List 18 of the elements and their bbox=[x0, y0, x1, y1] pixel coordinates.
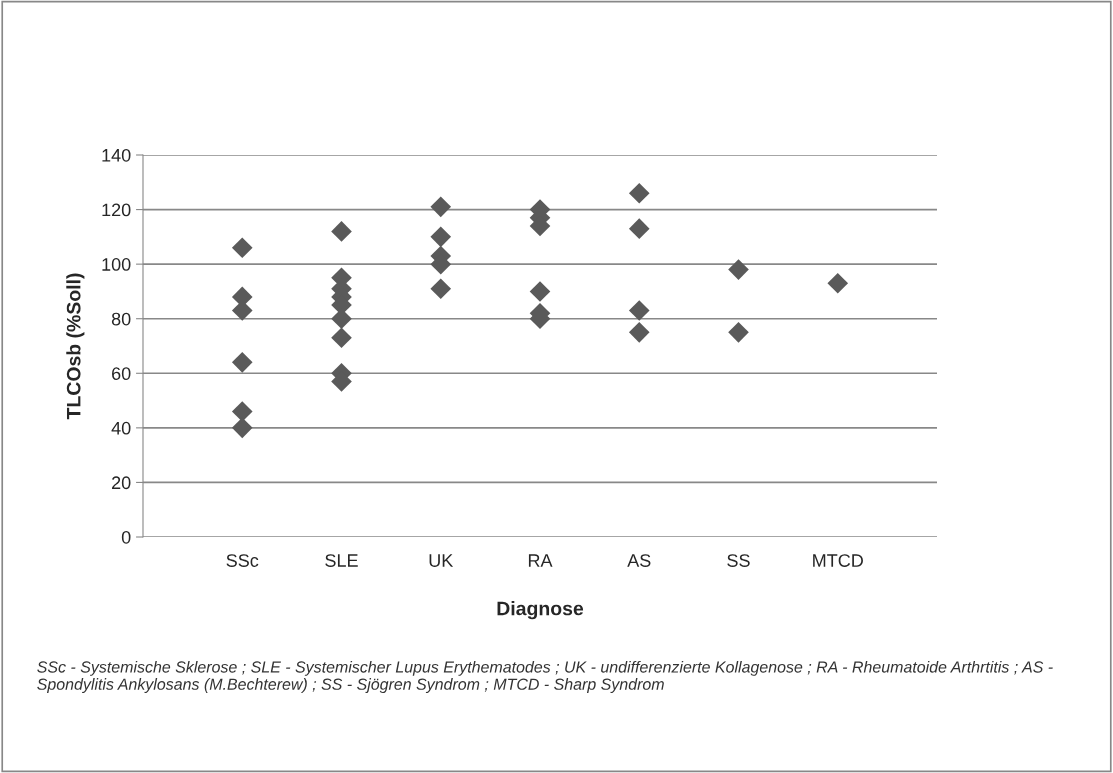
x-tick-label: MTCD bbox=[813, 554, 863, 567]
y-axis-title: TLCOsb (%Soll) bbox=[66, 273, 85, 420]
x-tick-label: AS bbox=[627, 554, 651, 567]
x-tick-label: SSc bbox=[226, 554, 259, 567]
y-tick-label: 60 bbox=[112, 367, 131, 381]
y-tick-label: 80 bbox=[111, 312, 131, 326]
x-tick-label: UK bbox=[429, 554, 454, 567]
x-tick-label: SLE bbox=[325, 554, 358, 567]
x-axis-title: Diagnose bbox=[497, 601, 584, 620]
y-tick-label: 140 bbox=[102, 148, 131, 162]
y-tick-label: 40 bbox=[111, 421, 131, 435]
text: SSc - Systemische Sklerose ; SLE - Systemischer Lupus Erythematodes ; UK - undifferenzierte Kollagenose ; RA - Rheumatoide Arthrtitis ; AS - Spondylitis Ankylosans (M.Bechterew) ; SS - Sjögren Syndrom ; MTCD - Sharp Syndrom bbox=[37, 660, 1053, 694]
y-tick-label: 0 bbox=[121, 530, 131, 544]
y-tick-label: 120 bbox=[102, 203, 131, 217]
y-tick-label: 20 bbox=[112, 476, 131, 490]
y-tick-label: 100 bbox=[102, 258, 131, 271]
x-tick-label: RA bbox=[528, 554, 553, 567]
x-tick-label: SS bbox=[727, 554, 750, 567]
